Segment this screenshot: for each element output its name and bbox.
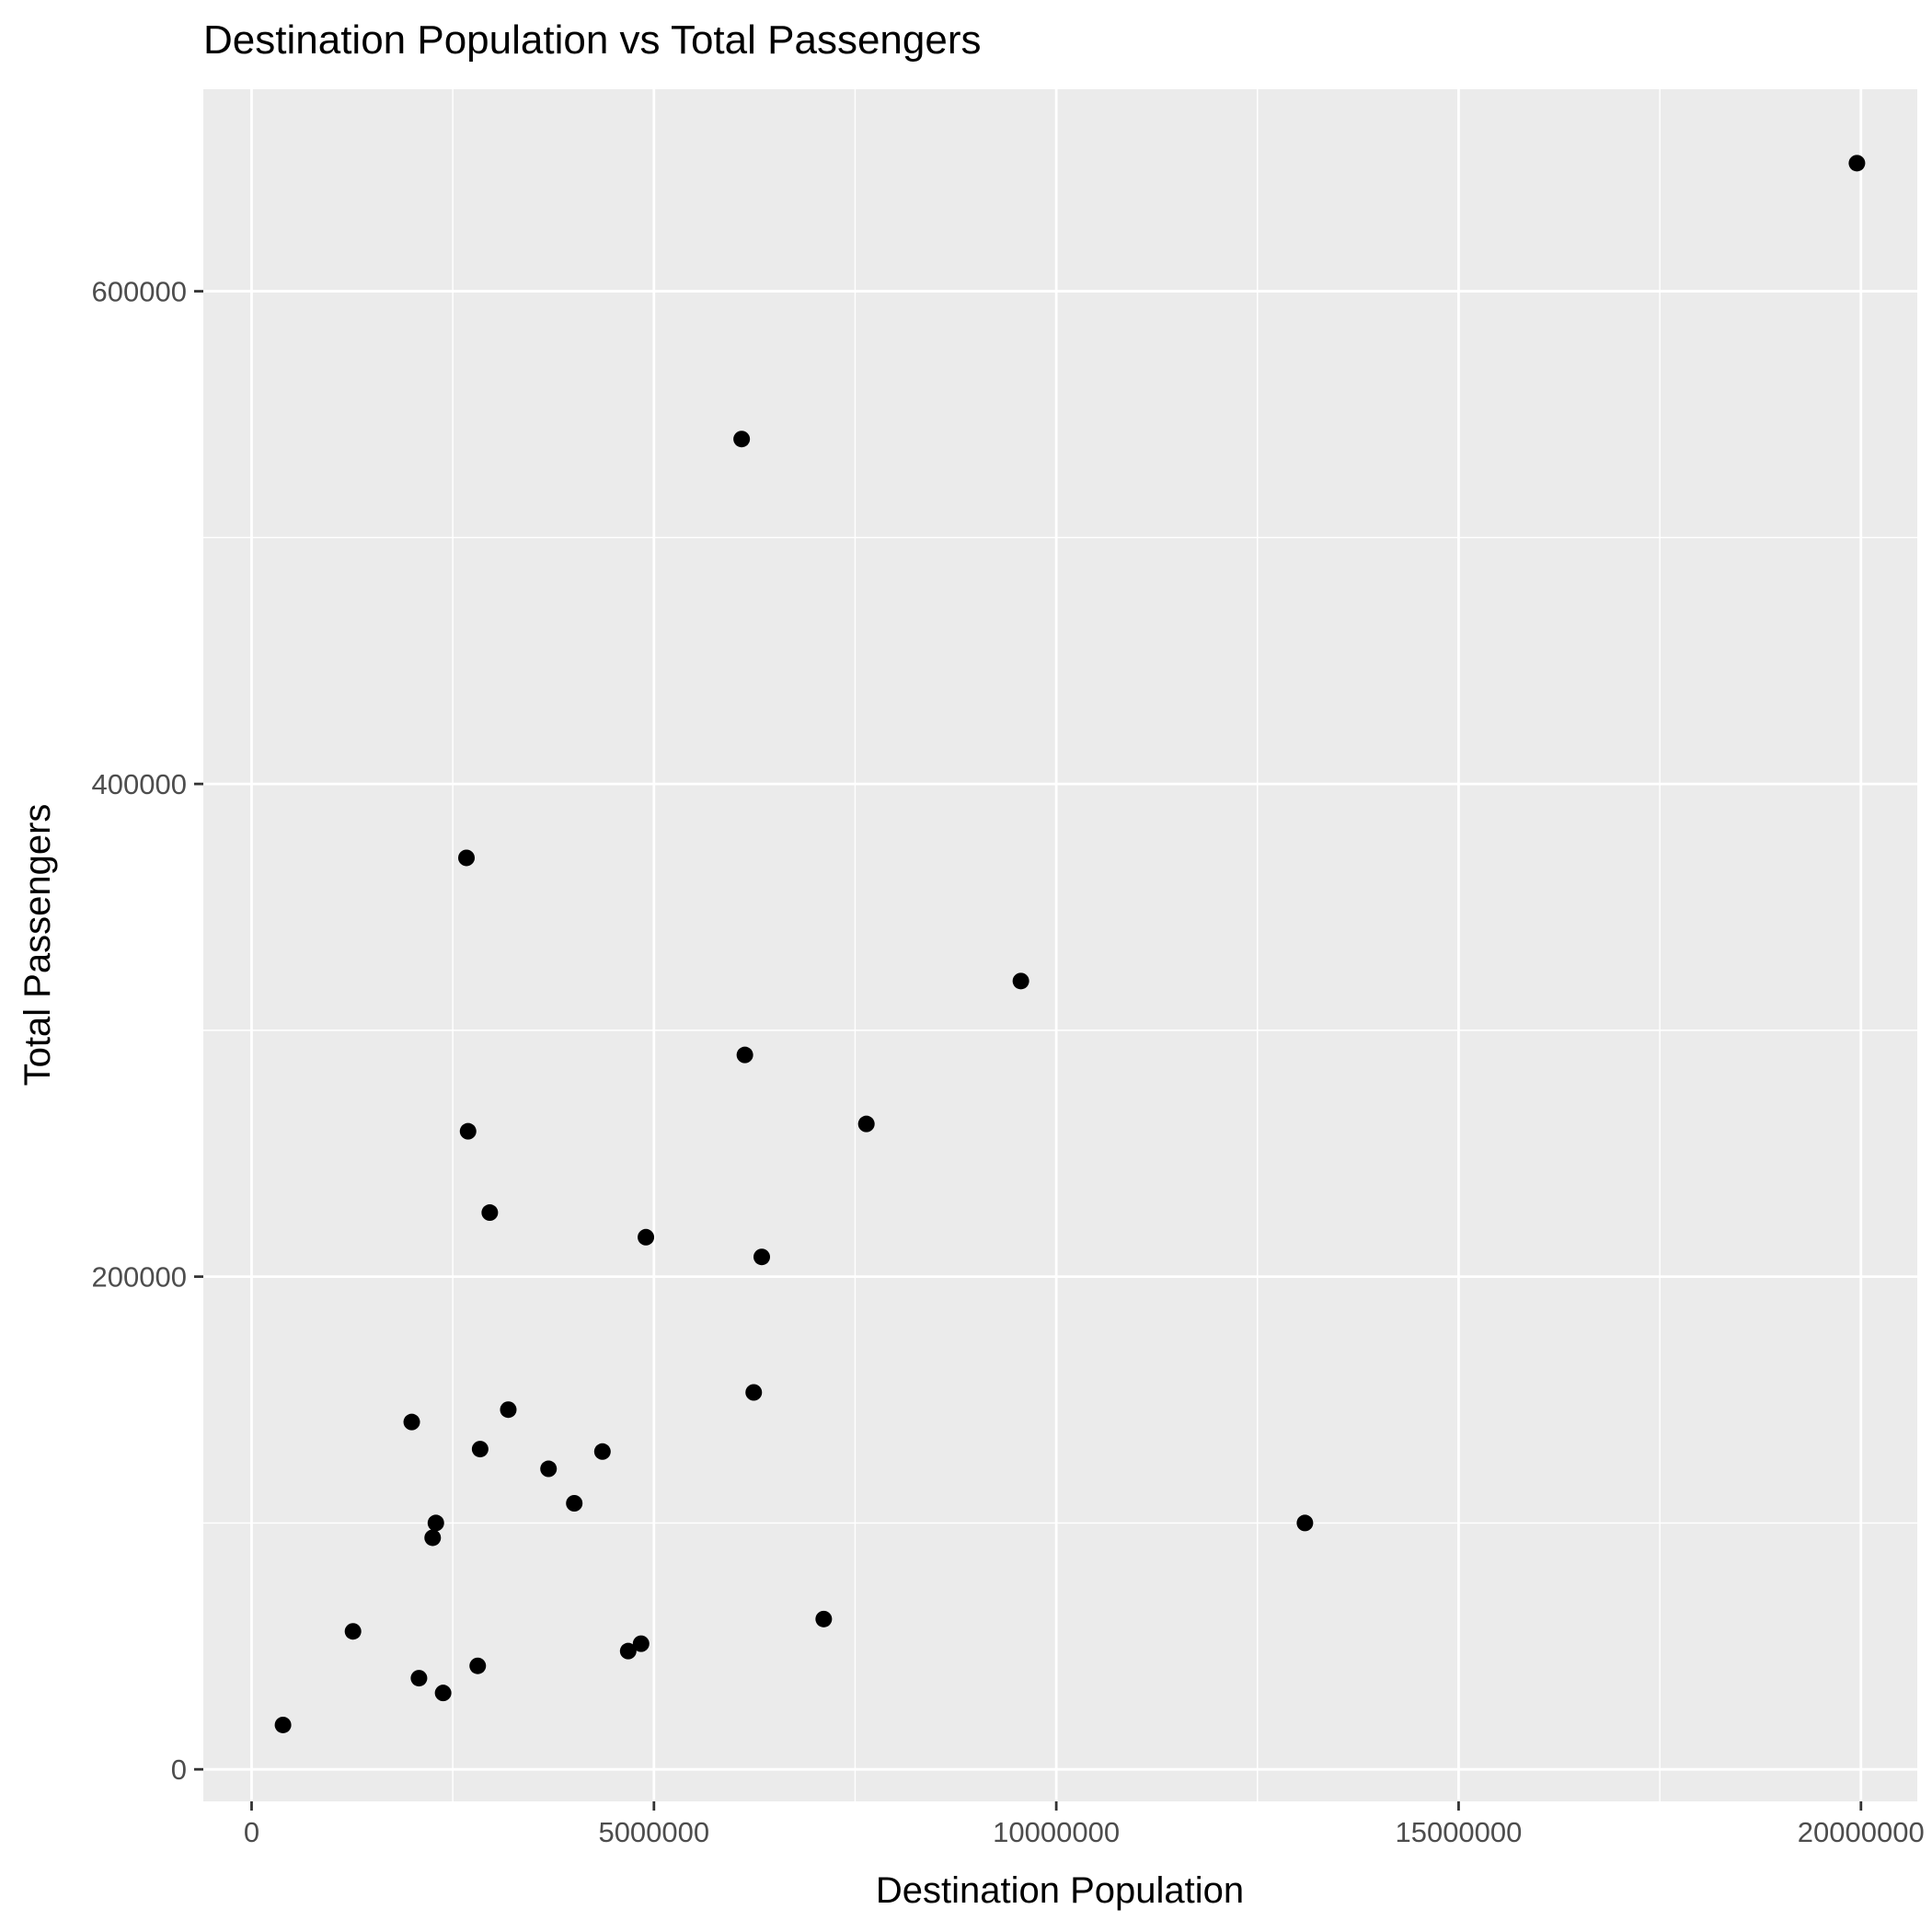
x-tick-label: 0 [244,1816,259,1848]
data-point [458,849,476,867]
data-points [274,155,1866,1733]
data-point [593,1443,611,1460]
data-point [736,1046,753,1064]
data-point [434,1685,452,1702]
data-point [344,1623,362,1640]
y-tick-label: 0 [171,1754,187,1786]
data-point [638,1228,655,1246]
data-point [500,1401,517,1419]
data-point [481,1204,499,1222]
x-tick-label: 15000000 [1395,1816,1522,1848]
data-point [619,1642,637,1660]
data-point [753,1248,771,1266]
data-point [857,1115,875,1133]
y-axis-title: Total Passengers [17,804,58,1087]
data-point [745,1384,763,1401]
x-tick-label: 10000000 [993,1816,1120,1848]
x-tick-label: 20000000 [1798,1816,1925,1848]
data-point [274,1716,292,1733]
data-point [471,1441,489,1458]
chart-title: Destination Population vs Total Passenge… [203,17,981,63]
data-point [459,1122,477,1140]
minor-gridlines [203,89,1917,1801]
data-point [632,1635,650,1652]
data-point [540,1460,558,1478]
data-point [469,1657,487,1674]
data-point [1012,972,1029,990]
data-point [815,1610,833,1627]
data-point [566,1494,583,1512]
x-axis: 0 5000000 10000000 15000000 20000000 [244,1801,1925,1848]
data-point [410,1670,428,1687]
data-point [403,1413,420,1431]
x-axis-title: Destination Population [876,1870,1244,1911]
data-point [1296,1514,1314,1532]
x-tick-label: 5000000 [598,1816,709,1848]
y-tick-label: 400000 [92,768,187,800]
plot-panel [203,89,1917,1801]
data-point [424,1529,442,1547]
data-point [1848,155,1866,172]
data-point [427,1514,444,1532]
major-gridlines [203,89,1917,1801]
y-tick-label: 200000 [92,1261,187,1294]
y-axis: 0 200000 400000 600000 [92,276,203,1786]
y-tick-label: 600000 [92,276,187,308]
data-point [733,431,751,448]
